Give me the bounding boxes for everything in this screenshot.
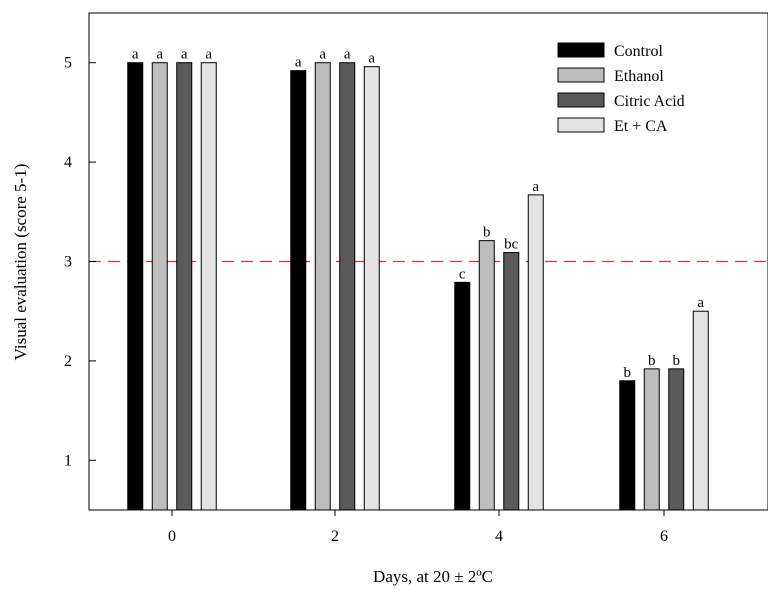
bar-et-ca: [527, 194, 544, 511]
bar-citric-acid: [339, 62, 356, 511]
bar-ethanol: [478, 240, 495, 511]
bar-citric-acid: [668, 368, 685, 511]
y-tick-label: 2: [64, 353, 72, 370]
legend-label: Control: [614, 43, 663, 60]
bar-citric-acid: [176, 62, 193, 511]
bar-citric-acid: [503, 252, 520, 511]
significance-letter: a: [697, 295, 704, 311]
y-tick-label: 1: [64, 452, 72, 469]
significance-letter: a: [344, 47, 351, 63]
x-tick-label: 2: [331, 528, 339, 545]
significance-letter: bc: [504, 237, 519, 253]
significance-letter: a: [156, 47, 163, 63]
significance-letter: a: [295, 55, 302, 71]
bar-control: [127, 62, 144, 511]
legend-swatch: [557, 92, 605, 108]
bar-control: [619, 380, 636, 511]
x-tick-label: 4: [495, 528, 503, 545]
significance-letter: a: [132, 47, 139, 63]
legend-swatch: [557, 67, 605, 83]
significance-letter: b: [483, 225, 491, 241]
significance-letter: a: [368, 51, 375, 67]
y-tick-label: 5: [64, 55, 72, 72]
legend-swatch: [557, 117, 605, 133]
legend-label: Et + CA: [614, 118, 668, 135]
significance-letter: c: [459, 266, 466, 282]
bar-et-ca: [363, 66, 380, 511]
significance-letter: b: [648, 353, 656, 369]
bar-control: [290, 70, 307, 511]
bar-et-ca: [200, 62, 217, 511]
y-tick-label: 4: [64, 154, 72, 171]
significance-letter: a: [532, 179, 539, 195]
y-axis-title: Visual evaluation (score 5-1): [11, 164, 30, 361]
legend-label: Citric Acid: [614, 93, 685, 110]
significance-letter: a: [205, 47, 212, 63]
x-tick-label: 0: [168, 528, 176, 545]
x-axis-title: Days, at 20 ± 2ºC: [373, 567, 493, 586]
legend-swatch: [557, 42, 605, 58]
bar-ethanol: [314, 62, 331, 511]
bar-ethanol: [151, 62, 168, 511]
x-tick-label: 6: [660, 528, 668, 545]
y-tick-label: 3: [64, 254, 72, 271]
significance-letter: a: [319, 47, 326, 63]
bar-ethanol: [643, 368, 660, 511]
significance-letter: b: [624, 365, 632, 381]
bar-et-ca: [692, 310, 709, 511]
significance-letter: a: [181, 47, 188, 63]
bar-control: [454, 281, 471, 511]
significance-letter: b: [673, 353, 681, 369]
legend-label: Ethanol: [614, 68, 664, 85]
